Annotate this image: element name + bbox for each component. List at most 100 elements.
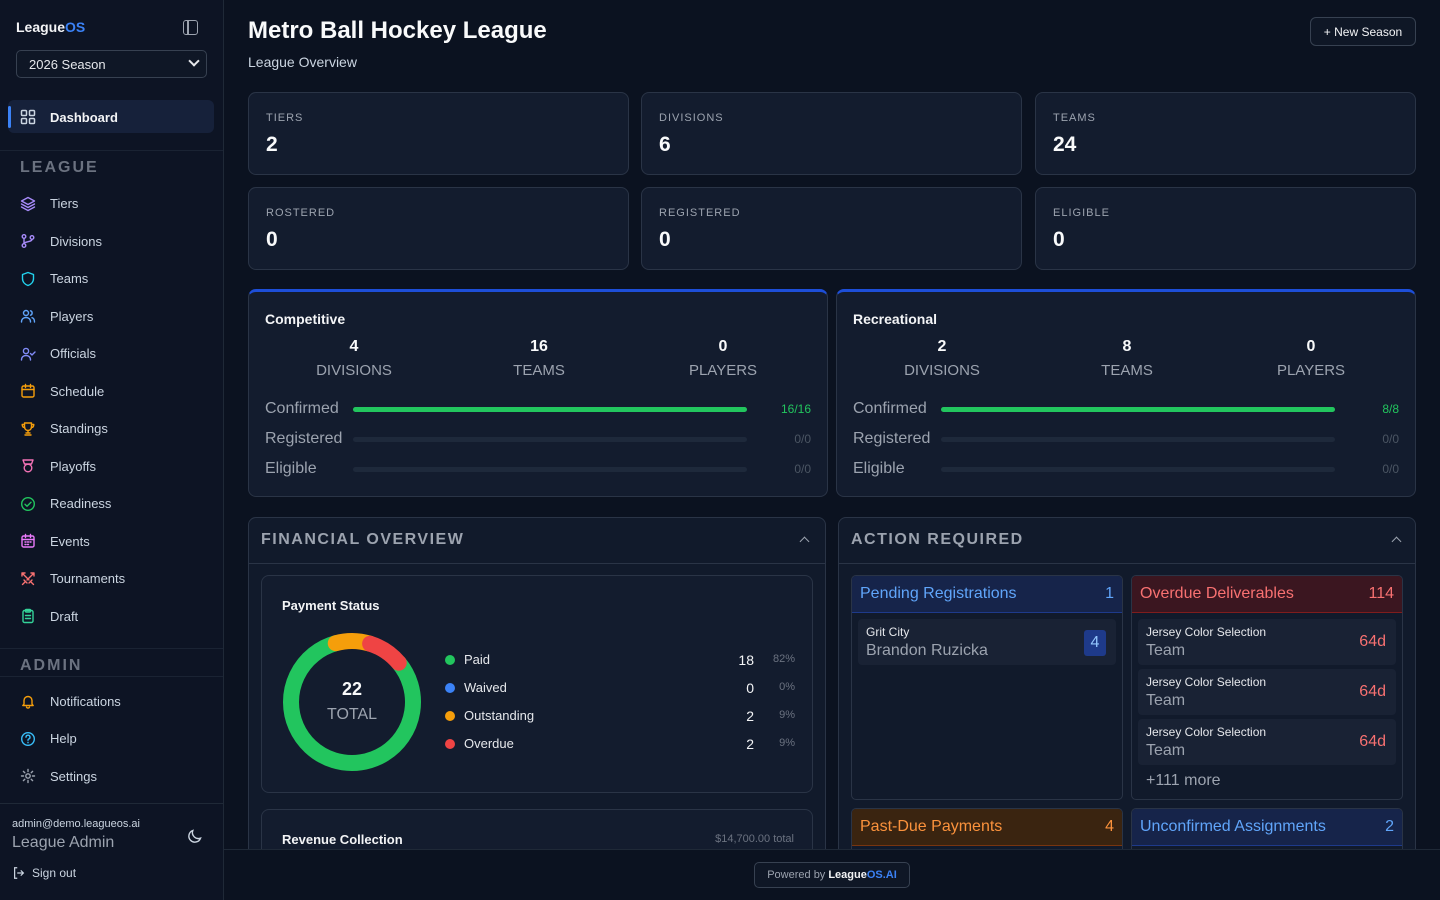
- divider: [0, 803, 223, 804]
- progress-bar: [353, 407, 747, 412]
- footer-brand: LeagueOS.AI: [828, 869, 896, 881]
- user-role: League Admin: [12, 834, 115, 851]
- stat-label: REGISTERED: [659, 207, 741, 219]
- season-select[interactable]: 2026 Season: [16, 50, 207, 78]
- sidebar-item-players[interactable]: Players: [20, 306, 93, 326]
- card-title: Revenue Collection: [282, 832, 403, 847]
- overdue-deliverables-card[interactable]: Overdue Deliverables 114 Jersey Color Se…: [1131, 575, 1403, 800]
- sidebar-item-label: Schedule: [50, 383, 105, 399]
- sidebar-item-playoffs[interactable]: Playoffs: [20, 456, 96, 476]
- sidebar-item-tiers[interactable]: Tiers: [20, 194, 78, 214]
- stat-value: 0: [266, 228, 278, 251]
- section-label-league: LEAGUE: [20, 159, 99, 176]
- revenue-collection-card: Revenue Collection $14,700.00 total: [261, 809, 813, 856]
- unconfirmed-assignments-card[interactable]: Unconfirmed Assignments 2: [1131, 808, 1403, 856]
- sidebar-item-draft[interactable]: Draft: [20, 606, 78, 626]
- sign-out-label: Sign out: [32, 866, 77, 880]
- card-count: 2: [1385, 818, 1394, 835]
- bell-icon: [20, 693, 36, 709]
- shield-icon: [20, 271, 36, 287]
- card-title: Past-Due Payments: [860, 818, 1003, 835]
- users-icon: [20, 308, 36, 324]
- stat-label: ROSTERED: [266, 207, 336, 219]
- new-season-button[interactable]: + New Season: [1310, 17, 1416, 46]
- item-subtitle: Team: [1146, 692, 1186, 709]
- footer-brand-b: OS.AI: [866, 869, 897, 881]
- list-item[interactable]: Jersey Color Selection Team 64d: [1138, 669, 1396, 715]
- sign-out-button[interactable]: Sign out: [12, 866, 76, 880]
- payment-donut-chart: [283, 633, 421, 771]
- legend-count: 2: [746, 708, 754, 724]
- stat-card-eligible: ELIGIBLE 0: [1035, 187, 1416, 270]
- award-icon: [20, 458, 36, 474]
- legend-count: 18: [738, 652, 754, 668]
- sidebar-collapse-icon[interactable]: [183, 20, 198, 35]
- footer: Powered by LeagueOS.AI: [224, 849, 1440, 900]
- tier-card-competitive[interactable]: Competitive 4 DIVISIONS 16 TEAMS 0 PLAYERS Conf…: [248, 289, 828, 497]
- sidebar-item-dashboard[interactable]: [8, 100, 214, 133]
- dashboard-label: Dashboard: [50, 109, 118, 125]
- powered-by-badge[interactable]: Powered by LeagueOS.AI: [754, 862, 910, 888]
- metric-unit: TEAMS: [1101, 362, 1153, 379]
- sidebar-item-divisions[interactable]: Divisions: [20, 231, 102, 251]
- legend-row-paid: Paid 18 82%: [445, 650, 795, 670]
- sidebar-item-events[interactable]: Events: [20, 531, 90, 551]
- payment-status-card: Payment Status 22 TOTAL Paid 18 82% Waived 0…: [261, 575, 813, 793]
- legend-pct: 0%: [779, 681, 795, 693]
- list-item[interactable]: Jersey Color Selection Team 64d: [1138, 719, 1396, 765]
- tier-progress-row: Registered 0/0: [853, 430, 1399, 450]
- legend-name: Paid: [464, 652, 491, 667]
- metric-value: 4: [349, 338, 359, 355]
- sidebar-item-tournaments[interactable]: Tournaments: [20, 569, 125, 589]
- item-title: Jersey Color Selection: [1146, 625, 1267, 639]
- stat-label: DIVISIONS: [659, 112, 724, 124]
- stat-card-divisions: DIVISIONS 6: [641, 92, 1022, 175]
- progress-bar: [353, 467, 747, 472]
- tier-card-recreational[interactable]: Recreational 2 DIVISIONS 8 TEAMS 0 PLAYERS Conf…: [836, 289, 1416, 497]
- sidebar-item-standings[interactable]: Standings: [20, 419, 108, 439]
- sidebar-item-notifications[interactable]: Notifications: [20, 691, 121, 711]
- item-age: 64d: [1359, 683, 1386, 700]
- card-title: Pending Registrations: [860, 585, 1017, 602]
- progress-count: 8/8: [1382, 402, 1399, 416]
- sidebar-item-teams[interactable]: Teams: [20, 269, 88, 289]
- tier-progress-row: Registered 0/0: [265, 430, 811, 450]
- sidebar: LeagueOS 2026 Season Dashboard LEAGUE Ti…: [0, 0, 224, 900]
- progress-count: 0/0: [794, 432, 811, 446]
- page-subtitle: League Overview: [248, 54, 357, 70]
- progress-count: 0/0: [1382, 432, 1399, 446]
- pending-registrations-card[interactable]: Pending Registrations 1 Grit City Brando…: [851, 575, 1123, 800]
- chevron-up-icon[interactable]: [1391, 536, 1402, 547]
- list-item[interactable]: Jersey Color Selection Team 64d: [1138, 619, 1396, 665]
- item-subtitle: Team: [1146, 642, 1186, 659]
- past-due-payments-card[interactable]: Past-Due Payments 4: [851, 808, 1123, 856]
- brand-logo[interactable]: LeagueOS: [16, 19, 85, 35]
- financial-overview-panel: FINANCIAL OVERVIEW Payment Status 22 TOT…: [248, 517, 826, 857]
- sidebar-item-schedule[interactable]: Schedule: [20, 381, 104, 401]
- legend-dot: [445, 739, 455, 749]
- progress-bar: [941, 407, 1335, 412]
- card-header: Unconfirmed Assignments 2: [1132, 809, 1402, 846]
- sidebar-item-help[interactable]: Help: [20, 729, 77, 749]
- sidebar-item-officials[interactable]: Officials: [20, 344, 96, 364]
- sidebar-item-readiness[interactable]: Readiness: [20, 494, 111, 514]
- sidebar-item-label: Tournaments: [50, 571, 126, 586]
- more-link[interactable]: +111 more: [1146, 772, 1221, 789]
- sidebar-item-label: Events: [50, 533, 90, 549]
- divider: [0, 648, 223, 649]
- metric-unit: TEAMS: [513, 362, 565, 379]
- sidebar-item-settings[interactable]: Settings: [20, 766, 97, 786]
- chevron-up-icon[interactable]: [799, 536, 810, 547]
- card-count: 4: [1105, 818, 1114, 835]
- page-title: Metro Ball Hockey League: [248, 17, 547, 44]
- donut-slice-paid: [283, 635, 421, 771]
- list-item[interactable]: Grit City Brandon Ruzicka 4: [858, 619, 1116, 665]
- sidebar-item-dashboard-label[interactable]: Dashboard: [20, 107, 118, 127]
- divider: [249, 563, 825, 564]
- moon-icon[interactable]: [187, 828, 203, 844]
- trophy-icon: [20, 421, 36, 437]
- tier-metric: 8 TEAMS: [1067, 338, 1187, 379]
- progress-count: 0/0: [794, 462, 811, 476]
- check-circle-icon: [20, 496, 36, 512]
- item-title: Jersey Color Selection: [1146, 725, 1267, 739]
